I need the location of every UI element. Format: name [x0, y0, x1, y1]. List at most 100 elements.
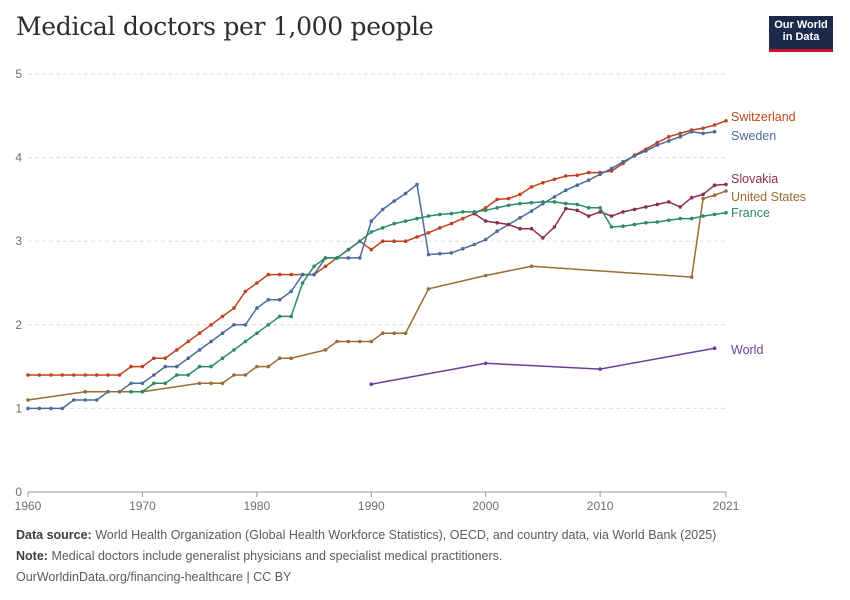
data-point-united-states[interactable]: [323, 348, 328, 352]
data-point-sweden[interactable]: [667, 139, 671, 143]
data-point-france[interactable]: [369, 230, 374, 234]
data-point-france[interactable]: [277, 314, 282, 319]
data-point-france[interactable]: [449, 211, 454, 216]
data-point-switzerland[interactable]: [83, 373, 87, 377]
data-point-slovakia[interactable]: [529, 226, 534, 231]
data-point-united-states[interactable]: [689, 275, 694, 279]
data-point-france[interactable]: [689, 216, 694, 221]
data-point-switzerland[interactable]: [609, 169, 614, 173]
series-slovakia[interactable]: [472, 182, 728, 240]
data-point-switzerland[interactable]: [72, 373, 76, 377]
data-point-france[interactable]: [197, 364, 202, 369]
data-point-france[interactable]: [575, 202, 579, 207]
data-point-sweden[interactable]: [495, 229, 499, 233]
data-point-sweden[interactable]: [678, 134, 682, 139]
data-point-switzerland[interactable]: [197, 331, 202, 336]
data-point-sweden[interactable]: [346, 256, 351, 260]
data-point-france[interactable]: [483, 208, 488, 213]
data-point-france[interactable]: [209, 364, 213, 369]
data-point-sweden[interactable]: [380, 207, 385, 212]
data-point-switzerland[interactable]: [37, 373, 42, 377]
data-point-sweden[interactable]: [277, 297, 282, 302]
data-point-united-states[interactable]: [403, 331, 408, 336]
data-point-switzerland[interactable]: [552, 177, 557, 182]
data-point-france[interactable]: [495, 206, 499, 210]
series-france[interactable]: [129, 200, 728, 394]
series-world[interactable]: [369, 346, 717, 387]
data-point-sweden[interactable]: [358, 256, 362, 260]
data-point-france[interactable]: [644, 221, 648, 225]
data-point-slovakia[interactable]: [644, 205, 648, 209]
data-point-sweden[interactable]: [72, 398, 76, 402]
data-point-sweden[interactable]: [632, 154, 637, 158]
data-point-sweden[interactable]: [197, 348, 202, 352]
series-label-france[interactable]: France: [731, 206, 770, 220]
data-point-sweden[interactable]: [369, 219, 374, 223]
data-point-sweden[interactable]: [438, 251, 442, 256]
data-point-sweden[interactable]: [689, 129, 694, 134]
data-point-united-states[interactable]: [483, 273, 488, 278]
data-point-france[interactable]: [701, 214, 705, 218]
data-point-switzerland[interactable]: [380, 239, 385, 243]
series-label-sweden[interactable]: Sweden: [731, 129, 776, 143]
data-point-switzerland[interactable]: [461, 216, 465, 221]
data-point-france[interactable]: [346, 247, 351, 252]
data-point-slovakia[interactable]: [586, 214, 591, 218]
data-point-slovakia[interactable]: [701, 192, 705, 197]
data-point-france[interactable]: [403, 219, 408, 223]
data-point-sweden[interactable]: [152, 373, 156, 377]
data-point-slovakia[interactable]: [689, 195, 694, 200]
data-point-sweden[interactable]: [26, 406, 30, 411]
data-point-switzerland[interactable]: [369, 247, 374, 252]
data-point-sweden[interactable]: [300, 272, 305, 277]
data-point-switzerland[interactable]: [289, 272, 294, 277]
data-point-united-states[interactable]: [369, 339, 374, 344]
data-point-slovakia[interactable]: [541, 236, 545, 240]
data-point-switzerland[interactable]: [163, 356, 168, 361]
data-point-switzerland[interactable]: [277, 272, 282, 277]
series-label-slovakia[interactable]: Slovakia: [731, 172, 778, 186]
data-point-france[interactable]: [586, 206, 591, 210]
data-point-switzerland[interactable]: [495, 197, 499, 202]
data-point-france[interactable]: [472, 210, 477, 214]
data-point-france[interactable]: [598, 206, 602, 210]
data-point-france[interactable]: [564, 201, 568, 206]
data-point-france[interactable]: [289, 314, 294, 319]
data-point-united-states[interactable]: [232, 373, 236, 377]
data-point-united-states[interactable]: [277, 356, 282, 361]
series-label-world[interactable]: World: [731, 343, 763, 357]
data-point-switzerland[interactable]: [117, 373, 122, 377]
data-point-slovakia[interactable]: [483, 219, 488, 223]
series-line-world[interactable]: [371, 347, 715, 385]
data-point-slovakia[interactable]: [655, 202, 660, 207]
data-point-switzerland[interactable]: [243, 289, 248, 294]
data-point-switzerland[interactable]: [426, 231, 431, 235]
data-point-switzerland[interactable]: [106, 373, 110, 377]
data-point-switzerland[interactable]: [94, 373, 99, 377]
data-point-switzerland[interactable]: [529, 185, 534, 189]
data-point-united-states[interactable]: [701, 196, 705, 201]
data-point-switzerland[interactable]: [724, 119, 728, 123]
data-point-france[interactable]: [266, 323, 271, 327]
data-point-world[interactable]: [369, 382, 374, 387]
data-point-sweden[interactable]: [701, 131, 705, 136]
data-point-france[interactable]: [243, 339, 248, 344]
data-point-sweden[interactable]: [598, 172, 602, 177]
data-point-switzerland[interactable]: [60, 373, 65, 377]
credit-link[interactable]: OurWorldinData.org/financing-healthcare …: [16, 570, 292, 584]
data-point-france[interactable]: [323, 256, 328, 260]
data-point-slovakia[interactable]: [552, 225, 557, 229]
data-point-sweden[interactable]: [426, 252, 431, 257]
data-point-switzerland[interactable]: [506, 196, 511, 201]
data-point-sweden[interactable]: [60, 406, 65, 411]
series-line-france[interactable]: [131, 201, 727, 393]
data-point-united-states[interactable]: [380, 331, 385, 336]
data-point-switzerland[interactable]: [667, 134, 671, 139]
data-point-sweden[interactable]: [529, 209, 534, 213]
data-point-switzerland[interactable]: [26, 373, 30, 377]
data-point-france[interactable]: [655, 220, 660, 224]
series-sweden[interactable]: [26, 129, 717, 411]
data-point-switzerland[interactable]: [586, 170, 591, 175]
data-point-france[interactable]: [609, 225, 614, 229]
data-point-united-states[interactable]: [197, 381, 202, 386]
